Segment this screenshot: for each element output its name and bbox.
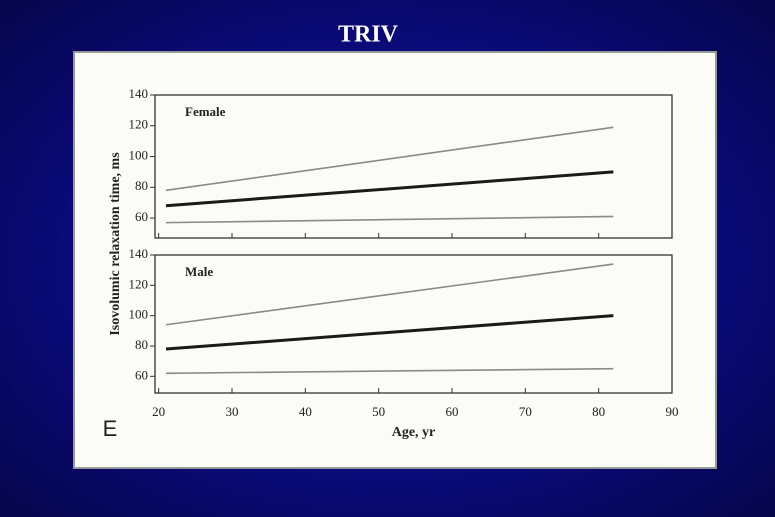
- y-axis-label: Isovolumic relaxation time, ms: [108, 152, 123, 336]
- x-axis-label: Age, yr: [392, 425, 436, 440]
- y-tick-label: 140: [129, 86, 149, 101]
- figure-frame: [73, 51, 717, 469]
- line-series: [165, 126, 614, 192]
- slide-title: TRIV: [338, 22, 399, 48]
- x-tick-label: 60: [446, 404, 459, 419]
- y-tick-label: 60: [135, 209, 148, 224]
- panel-label: Female: [185, 104, 226, 119]
- plot-frame: [154, 94, 673, 239]
- x-tick-label: 30: [226, 404, 239, 419]
- x-tick-label: 80: [592, 404, 605, 419]
- plot-frame: [154, 254, 673, 394]
- y-tick-label: 100: [129, 307, 149, 322]
- x-tick-label: 40: [299, 404, 312, 419]
- line-series: [165, 367, 614, 375]
- y-tick-label: 100: [129, 147, 149, 162]
- line-series: [165, 314, 614, 351]
- y-tick-label: 80: [135, 337, 148, 352]
- line-series: [165, 170, 614, 208]
- panel-label: Male: [185, 264, 213, 279]
- x-tick-label: 70: [519, 404, 532, 419]
- y-tick-label: 120: [129, 117, 149, 132]
- line-series: [165, 215, 614, 224]
- line-series: [165, 263, 614, 326]
- panel-letter: E: [103, 416, 118, 441]
- y-tick-label: 140: [129, 246, 149, 261]
- x-tick-label: 90: [666, 404, 679, 419]
- x-tick-label: 20: [152, 404, 165, 419]
- x-tick-label: 50: [372, 404, 385, 419]
- y-tick-label: 120: [129, 276, 149, 291]
- y-tick-label: 80: [135, 178, 148, 193]
- y-tick-label: 60: [135, 367, 148, 382]
